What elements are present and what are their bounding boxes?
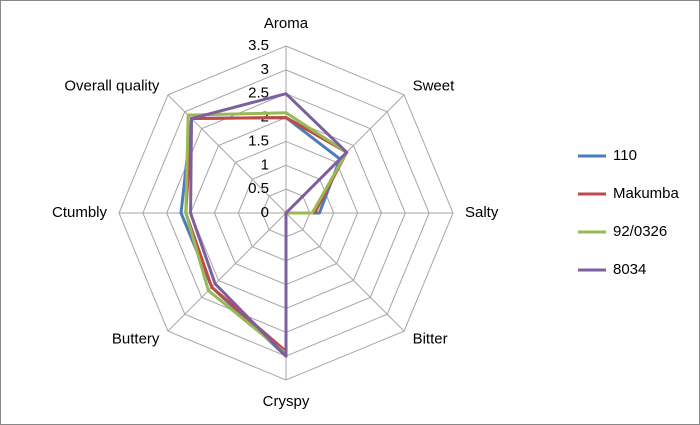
axis-label: Bitter xyxy=(413,331,448,348)
series-line xyxy=(189,92,349,358)
axis-label: Ctumbly xyxy=(52,204,108,221)
axis-label: Buttery xyxy=(112,331,160,348)
tick-label: 3.5 xyxy=(248,37,269,54)
legend-label: 8034 xyxy=(613,261,646,278)
axis-label: Cryspy xyxy=(263,393,310,410)
axis-label: Salty xyxy=(465,204,499,221)
spoke xyxy=(285,212,405,332)
tick-label: 3 xyxy=(261,61,269,78)
tick-label: 2.5 xyxy=(248,85,269,102)
axis-label: Overall quality xyxy=(64,77,160,94)
legend-label: 110 xyxy=(613,147,637,164)
axis-label: Sweet xyxy=(413,77,456,94)
tick-label: 0.5 xyxy=(248,180,269,197)
legend-label: 92/0326 xyxy=(613,223,667,240)
tick-label: 1 xyxy=(261,156,269,173)
spoke xyxy=(167,212,287,332)
legend-label: Makumba xyxy=(613,185,680,202)
tick-label: 1.5 xyxy=(248,132,269,149)
axis-label: Aroma xyxy=(264,15,309,32)
tick-label: 0 xyxy=(261,204,269,221)
